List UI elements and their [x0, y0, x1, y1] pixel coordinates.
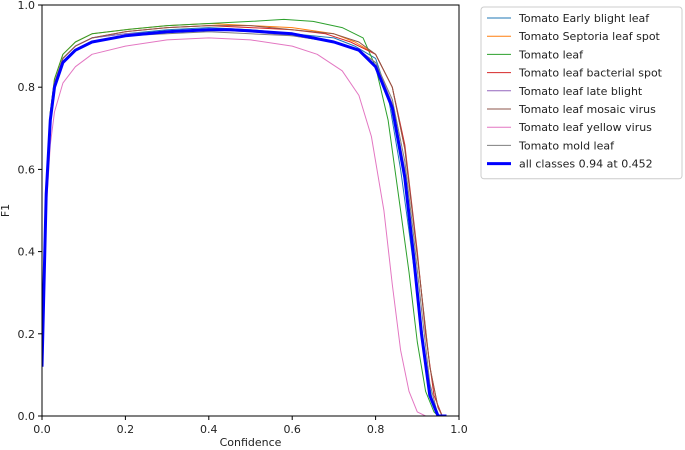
legend-label-2: Tomato leaf	[518, 48, 584, 61]
y-tick-label: 0.2	[18, 328, 36, 341]
series-line-6	[42, 37, 426, 416]
series-layer	[42, 18, 447, 416]
legend-label-3: Tomato leaf bacterial spot	[518, 67, 663, 80]
x-tick-label: 0.6	[283, 423, 301, 436]
x-tick-label: 0.2	[117, 423, 135, 436]
x-tick-label: 0.4	[200, 423, 218, 436]
series-line-0	[42, 27, 439, 416]
legend-label-6: Tomato leaf yellow virus	[518, 121, 652, 134]
x-axis-label: Confidence	[220, 436, 282, 449]
y-tick-label: 0.0	[18, 410, 36, 423]
series-line-2	[42, 18, 439, 416]
legend-label-5: Tomato leaf mosaic virus	[518, 103, 656, 116]
legend-box	[480, 6, 683, 180]
legend: Tomato Early blight leaf Tomato Septoria …	[480, 6, 683, 180]
series-line-4	[42, 29, 439, 416]
x-tick-label: 1.0	[450, 423, 468, 436]
y-tick-label: 0.4	[18, 246, 36, 259]
ticks-layer: 0.0 0.2 0.4 0.6 0.8 1.0 0.0 0.2 0.4 0.6 0.8 1.0	[18, 0, 468, 436]
legend-label-8: all classes 0.94 at 0.452	[519, 158, 653, 171]
series-line-7	[42, 31, 439, 416]
x-tick-label: 0.8	[367, 423, 385, 436]
plot-frame	[41, 4, 460, 417]
y-tick-label: 1.0	[18, 0, 36, 12]
legend-label-7: Tomato mold leaf	[518, 139, 615, 152]
legend-label-4: Tomato leaf late blight	[518, 85, 643, 98]
y-tick-label: 0.8	[18, 81, 36, 94]
series-line-8	[42, 28, 447, 416]
legend-label-1: Tomato Septoria leaf spot	[518, 30, 661, 43]
y-tick-label: 0.6	[18, 163, 36, 176]
legend-label-0: Tomato Early blight leaf	[518, 12, 650, 25]
y-axis-label: F1	[0, 204, 12, 217]
x-tick-label: 0.0	[33, 423, 51, 436]
